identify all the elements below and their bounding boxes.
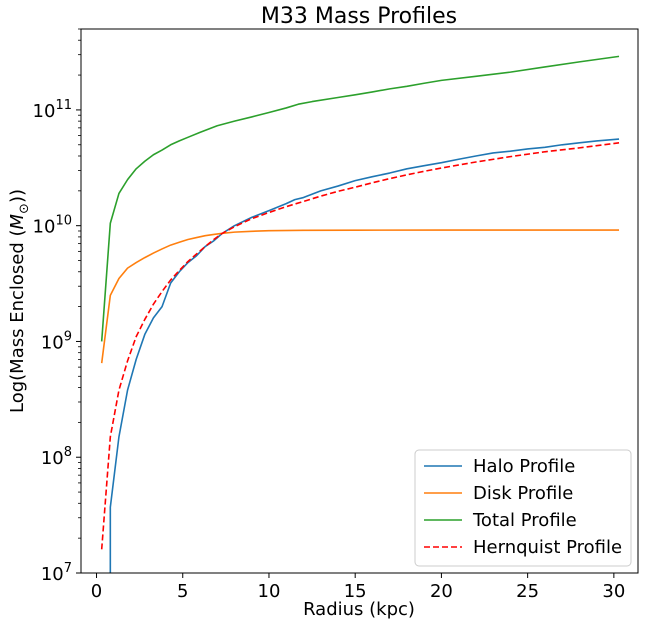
legend-box <box>414 449 632 567</box>
series-line-disk-profile <box>100 229 620 364</box>
y-tick-label: 1010 <box>33 214 72 238</box>
y-tick-label: 108 <box>41 445 72 469</box>
x-axis: 0 5 10 15 20 25 30 <box>91 573 625 602</box>
plot-area <box>100 55 620 573</box>
y-axis-label-symbol: M <box>7 213 28 229</box>
x-tick-label: 30 <box>602 581 625 602</box>
series-line-hernquist-profile <box>100 142 620 550</box>
x-axis-label: Radius (kpc) <box>303 599 415 620</box>
x-tick-label: 25 <box>516 581 539 602</box>
legend-label: Hernquist Profile <box>473 537 622 558</box>
series-line-halo-profile <box>109 138 620 573</box>
x-tick-label: 5 <box>177 581 188 602</box>
legend-label: Halo Profile <box>473 456 575 477</box>
legend-label: Total Profile <box>472 510 577 531</box>
chart-title: M33 Mass Profiles <box>261 4 457 29</box>
x-tick-label: 0 <box>91 581 102 602</box>
y-axis: 107 108 109 1010 1011 <box>33 28 81 585</box>
y-axis-label-suffix: )) <box>7 189 28 203</box>
x-tick-label: 20 <box>430 581 453 602</box>
y-axis-label: Log(Mass Enclosed (M⊙)) <box>7 189 32 413</box>
x-tick-label: 10 <box>258 581 281 602</box>
y-tick-label: 107 <box>41 561 72 585</box>
legend: Halo Profile Disk Profile Total Profile Her… <box>414 449 632 567</box>
plot-frame <box>80 28 639 574</box>
y-tick-label: 1011 <box>33 98 72 122</box>
y-axis-label-prefix: Log(Mass Enclosed ( <box>7 229 28 413</box>
y-axis-label-subscript: ⊙ <box>17 203 32 214</box>
series-line-total-profile <box>100 55 620 342</box>
y-tick-label: 109 <box>41 329 72 353</box>
x-tick-label: 15 <box>344 581 367 602</box>
legend-label: Disk Profile <box>473 483 573 504</box>
